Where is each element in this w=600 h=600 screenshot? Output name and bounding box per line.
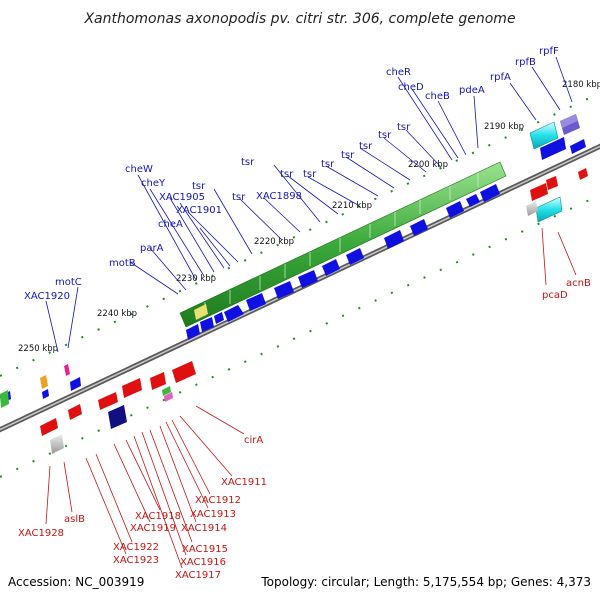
- kbp-label: 2200 kbp: [408, 160, 448, 170]
- gene-label-cher[interactable]: cheR: [386, 67, 411, 78]
- gene-label-motb[interactable]: parA: [140, 243, 164, 254]
- gene-label-pdea[interactable]: pdeA: [459, 85, 485, 96]
- gene-label-xac1905[interactable]: cheA: [158, 219, 183, 230]
- gene-label-xac1901[interactable]: tsr: [192, 181, 206, 192]
- gene-label-xac1920[interactable]: motC: [55, 277, 82, 288]
- gene-label-xac1921[interactable]: XAC1920: [24, 291, 70, 302]
- gene-label-rpfb[interactable]: rpfB: [515, 57, 536, 68]
- reverse-leader-lines: [45, 227, 577, 569]
- gene-label-tsr[interactable]: tsr: [378, 130, 392, 141]
- gene-label-acnb[interactable]: acnB: [566, 278, 591, 289]
- kbp-label: 2240 kbp: [97, 309, 137, 319]
- kbp-label: 2190 kbp: [484, 122, 524, 132]
- gene-label-rpff[interactable]: rpfF: [539, 46, 559, 57]
- gene-label-tsr[interactable]: tsr: [321, 159, 335, 170]
- gene-label-pcad[interactable]: pcaD: [542, 290, 568, 301]
- gene-label-xac1919[interactable]: XAC1919: [130, 523, 176, 534]
- gene-label-chew[interactable]: cheY: [141, 178, 166, 189]
- gene-label-xac1915[interactable]: XAC1915: [182, 544, 228, 555]
- gene-label-xac1928[interactable]: XAC1928: [18, 528, 64, 539]
- gene-label-ched[interactable]: cheD: [398, 82, 424, 93]
- other-features: [0, 114, 580, 454]
- gene-label-tsr[interactable]: tsr: [341, 150, 355, 161]
- topology-text: Topology: circular; Length: 5,175,554 bp…: [260, 575, 591, 589]
- gene-label-xac1923[interactable]: XAC1923: [113, 555, 159, 566]
- kbp-scale: 2180 kbp 2190 kbp 2200 kbp 2210 kbp 2220…: [18, 80, 600, 354]
- gene-label-xac1918[interactable]: XAC1918: [135, 511, 181, 522]
- kbp-label: 2210 kbp: [332, 201, 372, 211]
- map-title: Xanthomonas axonopodis pv. citri str. 30…: [83, 11, 515, 27]
- gene-label-chea[interactable]: XAC1901: [176, 205, 222, 216]
- accession-text: Accession: NC_003919: [8, 575, 144, 589]
- forward-gene-labels: rpfF rpfB rpfA pdeA cheB cheD cheR tsr t…: [24, 46, 559, 302]
- gene-label-cira[interactable]: cirA: [244, 435, 263, 446]
- tick-track-inner: [0, 194, 600, 478]
- gene-label-tsr[interactable]: tsr: [280, 169, 294, 180]
- forward-cds-track: [0, 137, 586, 404]
- gene-label-chey[interactable]: XAC1905: [159, 192, 205, 203]
- reverse-gene-labels: acnB pcaD cirA XAC1911 XAC1912 XAC1913 X…: [18, 278, 591, 581]
- gene-label-xac1916[interactable]: XAC1916: [180, 557, 226, 568]
- kbp-label: 2180 kbp: [562, 80, 600, 90]
- reverse-cds-track: [40, 168, 588, 436]
- gene-label-rpfa[interactable]: rpfA: [490, 72, 511, 83]
- gene-label-tsr[interactable]: XAC1898: [256, 191, 302, 202]
- gene-label-tsr[interactable]: tsr: [232, 192, 246, 203]
- gene-label-xac1912[interactable]: XAC1912: [195, 495, 241, 506]
- gene-label-cheb[interactable]: cheB: [425, 91, 450, 102]
- kbp-label: 2230 kbp: [176, 274, 216, 284]
- tick-track-outer: [0, 92, 600, 377]
- gene-label-xac1917[interactable]: XAC1917: [175, 570, 221, 581]
- gene-label-motc[interactable]: motB: [109, 258, 136, 269]
- gene-label-aslb[interactable]: aslB: [64, 514, 85, 525]
- kbp-label: 2220 kbp: [254, 237, 294, 247]
- gene-label-tsr[interactable]: tsr: [303, 169, 317, 180]
- gene-label-xac1922[interactable]: XAC1922: [113, 542, 159, 553]
- gene-label-xac1898[interactable]: tsr: [241, 157, 255, 168]
- gene-label-tsr[interactable]: tsr: [359, 141, 373, 152]
- gene-label-tsr[interactable]: tsr: [397, 122, 411, 133]
- forward-feature-band: [179, 161, 507, 328]
- forward-leader-lines: [45, 56, 573, 353]
- gene-label-xac1914[interactable]: XAC1914: [181, 523, 227, 534]
- kbp-label: 2250 kbp: [18, 344, 58, 354]
- gene-label-xac1913[interactable]: XAC1913: [190, 509, 236, 520]
- genome-backbone: [0, 143, 600, 433]
- gene-label-para[interactable]: cheW: [125, 164, 153, 175]
- gene-label-xac1911[interactable]: XAC1911: [221, 477, 267, 488]
